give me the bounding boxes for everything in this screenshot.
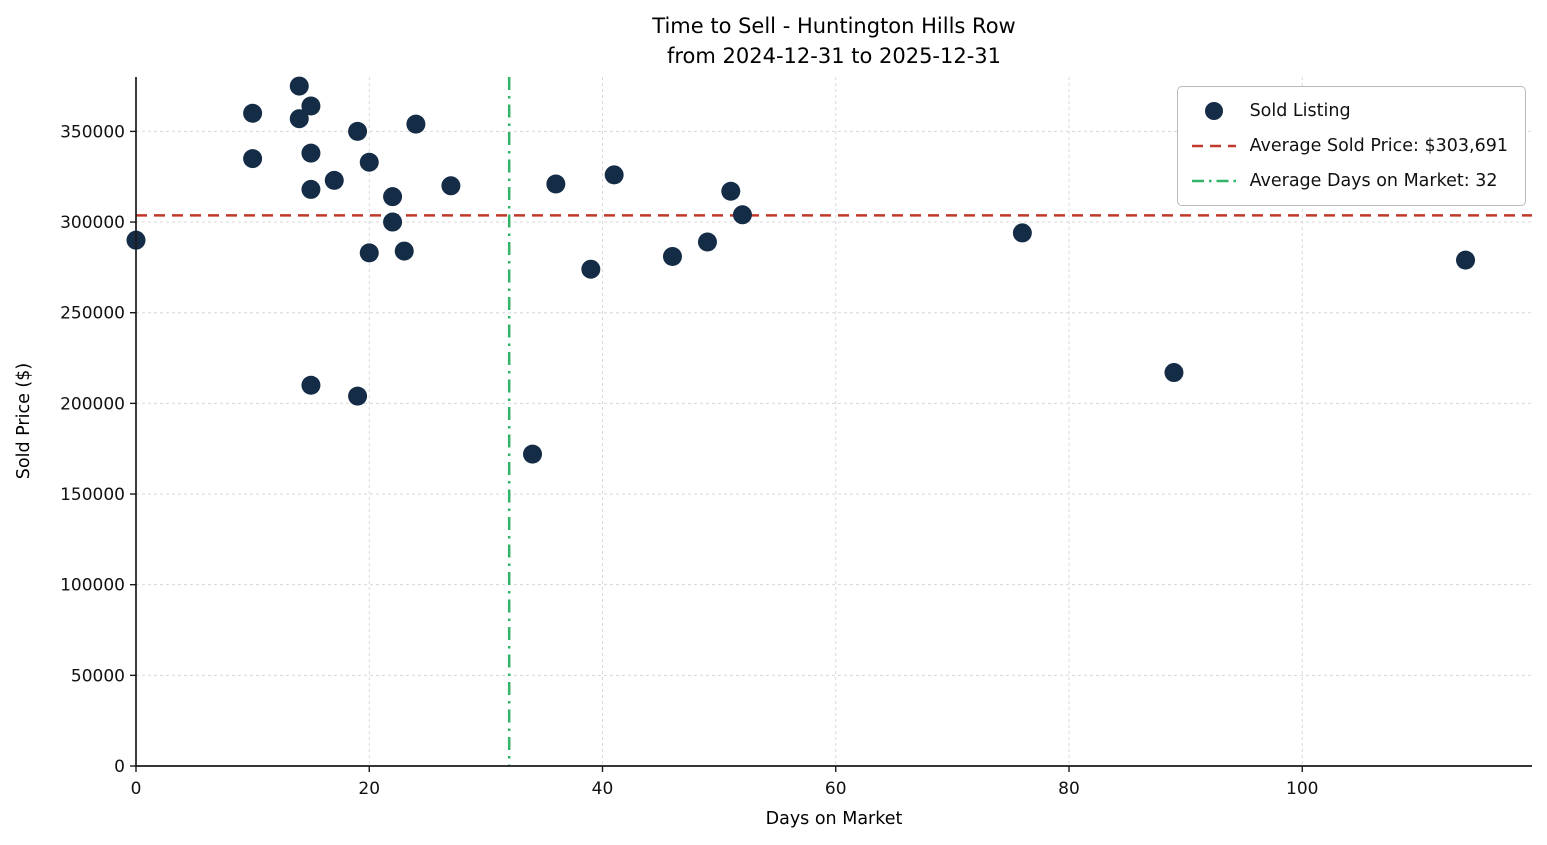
svg-text:150000: 150000 (60, 485, 125, 505)
svg-text:50000: 50000 (71, 666, 125, 686)
svg-text:0: 0 (131, 779, 142, 799)
svg-text:40: 40 (592, 779, 614, 799)
legend-row-avg-dom: Average Days on Market: 32 (1191, 168, 1508, 194)
legend-marker-dot (1204, 102, 1223, 120)
svg-text:300000: 300000 (60, 213, 125, 233)
legend-label-sold-listing: Sold Listing (1249, 101, 1351, 121)
dashed-line-icon (1191, 144, 1236, 148)
x-axis-label: Days on Market (765, 809, 903, 829)
svg-text:250000: 250000 (60, 304, 125, 324)
legend-label-avg-dom: Average Days on Market: 32 (1249, 171, 1498, 191)
svg-text:350000: 350000 (60, 122, 125, 142)
svg-text:20: 20 (358, 779, 380, 799)
legend-row-sold-listing: Sold Listing (1191, 98, 1508, 124)
legend-row-avg-price: Average Sold Price: $303,691 (1191, 133, 1508, 159)
svg-text:100000: 100000 (60, 576, 125, 596)
chart-title-line2: from 2024-12-31 to 2025-12-31 (666, 43, 1002, 68)
svg-text:60: 60 (825, 779, 847, 799)
svg-text:100: 100 (1286, 779, 1318, 799)
legend-label-avg-price: Average Sold Price: $303,691 (1249, 136, 1508, 156)
svg-text:200000: 200000 (60, 394, 125, 414)
chart-title-line1: Time to Sell - Huntington Hills Row (652, 14, 1016, 38)
legend: Sold Listing Average Sold Price: $303,69… (1176, 86, 1526, 206)
svg-text:0: 0 (114, 757, 125, 777)
svg-text:80: 80 (1058, 779, 1080, 799)
dashdot-line-icon (1191, 179, 1236, 183)
chart-title: Time to Sell - Huntington Hills Row from… (652, 12, 1015, 72)
